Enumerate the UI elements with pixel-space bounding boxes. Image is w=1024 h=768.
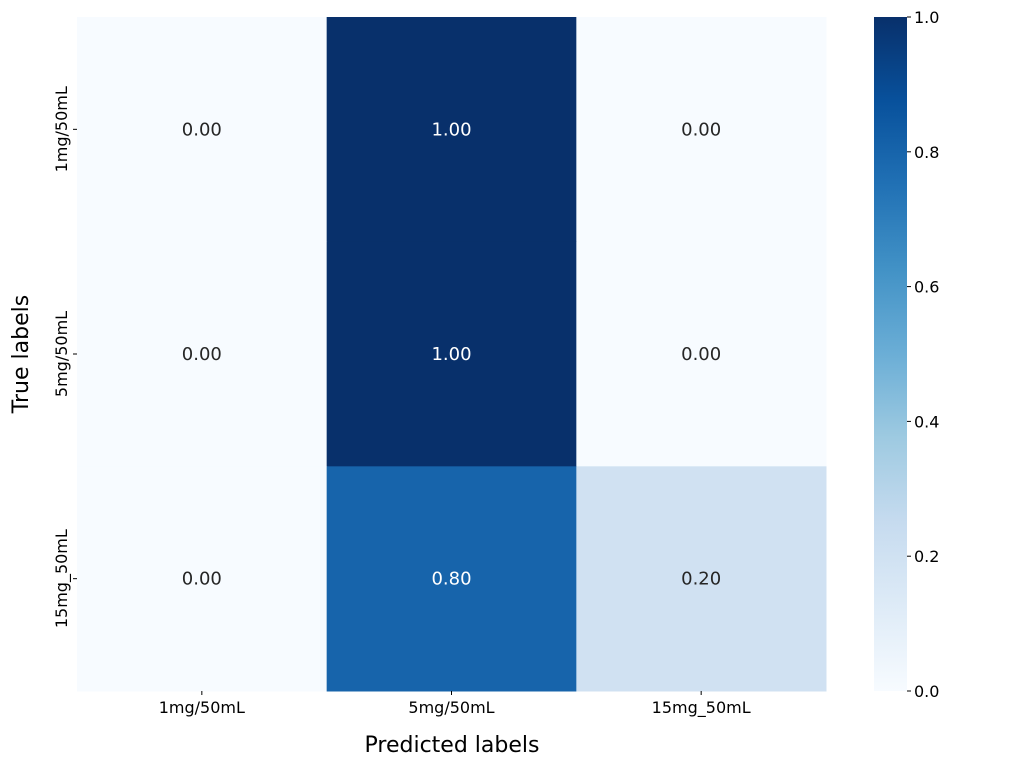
cell-value-label: 0.20 [681, 569, 721, 590]
y-tick-label: 1mg/50mL [52, 86, 71, 172]
colorbar-tick-label: 0.2 [914, 547, 939, 566]
colorbar-tick-label: 0.8 [914, 143, 939, 162]
y-axis-label: True labels [9, 295, 34, 414]
colorbar-tick-label: 0.4 [914, 412, 939, 431]
y-tick-label: 15mg_50mL [52, 529, 72, 628]
x-axis-label: Predicted labels [365, 733, 540, 758]
colorbar [874, 17, 907, 691]
heatmap-cells [77, 17, 827, 692]
heatmap-cell-labels: 0.00 1.00 0.00 0.00 1.00 0.00 0.00 0.80 0.20 [182, 119, 721, 589]
cell-value-label: 1.00 [431, 344, 471, 365]
colorbar-tick-label: 0.0 [914, 682, 939, 701]
heatmap-cell [77, 466, 328, 692]
heatmap-cell [77, 17, 328, 243]
colorbar-tick-label: 1.0 [914, 8, 939, 27]
cell-value-label: 0.00 [182, 569, 222, 590]
cell-value-label: 0.00 [681, 119, 721, 140]
heatmap-cell [77, 241, 328, 467]
x-axis-ticks: 1mg/50mL 5mg/50mL 15mg_50mL [159, 691, 751, 718]
x-tick-label: 1mg/50mL [159, 698, 245, 717]
colorbar-tick-label: 0.6 [914, 278, 939, 297]
x-tick-label: 15mg_50mL [652, 698, 751, 718]
cell-value-label: 1.00 [431, 119, 471, 140]
heatmap-cell [326, 241, 577, 467]
y-tick-label: 5mg/50mL [52, 311, 71, 397]
heatmap-cell [576, 17, 827, 243]
x-tick-label: 5mg/50mL [408, 698, 494, 717]
cell-value-label: 0.80 [431, 569, 471, 590]
heatmap-cell [576, 466, 827, 692]
heatmap-cell [576, 241, 827, 467]
cell-value-label: 0.00 [182, 119, 222, 140]
cell-value-label: 0.00 [681, 344, 721, 365]
heatmap-cell [326, 466, 577, 692]
y-axis-ticks: 1mg/50mL 5mg/50mL 15mg_50mL [52, 86, 77, 628]
colorbar-ticks: 0.0 0.2 0.4 0.6 0.8 1.0 [907, 8, 939, 701]
heatmap-cell [326, 17, 577, 243]
cell-value-label: 0.00 [182, 344, 222, 365]
